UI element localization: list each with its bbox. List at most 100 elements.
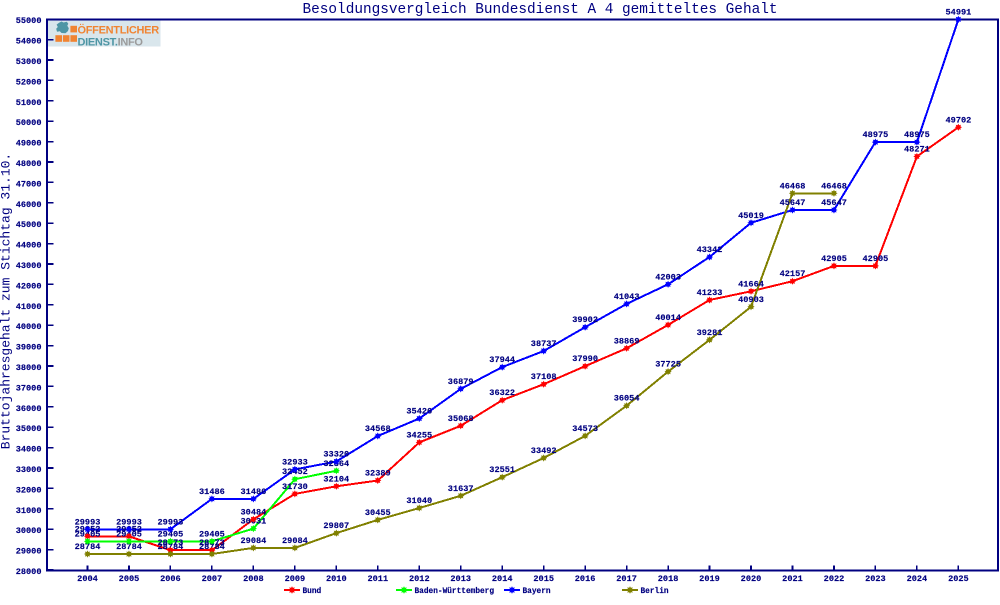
svg-text:2021: 2021 bbox=[782, 574, 803, 584]
svg-text:30484: 30484 bbox=[241, 507, 267, 517]
svg-text:Baden-Württemberg: Baden-Württemberg bbox=[415, 588, 495, 596]
svg-text:37725: 37725 bbox=[655, 360, 681, 370]
svg-text:46468: 46468 bbox=[821, 181, 847, 191]
svg-text:45000: 45000 bbox=[16, 220, 42, 230]
svg-text:36054: 36054 bbox=[614, 394, 640, 404]
svg-text:38869: 38869 bbox=[614, 336, 640, 346]
svg-text:39902: 39902 bbox=[572, 315, 598, 325]
svg-text:29084: 29084 bbox=[282, 536, 308, 546]
svg-text:31000: 31000 bbox=[16, 506, 42, 516]
svg-text:2009: 2009 bbox=[285, 574, 306, 584]
svg-text:52000: 52000 bbox=[16, 77, 42, 87]
svg-text:2008: 2008 bbox=[243, 574, 264, 584]
svg-text:2016: 2016 bbox=[575, 574, 596, 584]
svg-text:32000: 32000 bbox=[16, 485, 42, 495]
svg-text:50000: 50000 bbox=[16, 118, 42, 128]
svg-text:48271: 48271 bbox=[904, 145, 930, 155]
svg-text:45019: 45019 bbox=[738, 211, 764, 221]
svg-text:46000: 46000 bbox=[16, 200, 42, 210]
svg-text:34568: 34568 bbox=[365, 424, 391, 434]
svg-text:37944: 37944 bbox=[489, 355, 515, 365]
svg-text:29000: 29000 bbox=[16, 547, 42, 557]
svg-text:31637: 31637 bbox=[448, 484, 474, 494]
svg-text:40903: 40903 bbox=[738, 295, 764, 305]
svg-text:Bund: Bund bbox=[303, 588, 322, 596]
svg-text:42905: 42905 bbox=[863, 254, 889, 264]
svg-text:40014: 40014 bbox=[655, 313, 681, 323]
svg-text:2012: 2012 bbox=[409, 574, 430, 584]
svg-text:2014: 2014 bbox=[492, 574, 513, 584]
svg-text:2011: 2011 bbox=[367, 574, 388, 584]
svg-text:42003: 42003 bbox=[655, 272, 681, 282]
svg-text:41664: 41664 bbox=[738, 279, 764, 289]
svg-text:37000: 37000 bbox=[16, 383, 42, 393]
svg-text:34255: 34255 bbox=[406, 430, 432, 440]
svg-text:37108: 37108 bbox=[531, 372, 557, 382]
svg-text:30000: 30000 bbox=[16, 526, 42, 536]
svg-text:2018: 2018 bbox=[658, 574, 679, 584]
svg-text:36322: 36322 bbox=[489, 388, 515, 398]
svg-text:38737: 38737 bbox=[531, 339, 557, 349]
svg-text:54991: 54991 bbox=[946, 7, 972, 17]
svg-text:2025: 2025 bbox=[948, 574, 969, 584]
svg-text:35068: 35068 bbox=[448, 414, 474, 424]
svg-text:32933: 32933 bbox=[282, 457, 308, 467]
svg-text:54000: 54000 bbox=[16, 37, 42, 47]
svg-text:44000: 44000 bbox=[16, 241, 42, 251]
svg-text:Besoldungsvergleich Bundesdien: Besoldungsvergleich Bundesdienst A 4 gem… bbox=[303, 2, 778, 18]
svg-text:49702: 49702 bbox=[946, 115, 972, 125]
svg-text:39281: 39281 bbox=[697, 328, 723, 338]
svg-text:41000: 41000 bbox=[16, 302, 42, 312]
svg-text:2019: 2019 bbox=[699, 574, 720, 584]
svg-text:30455: 30455 bbox=[365, 508, 391, 518]
svg-text:33320: 33320 bbox=[323, 450, 349, 460]
svg-text:DIENST.INFO: DIENST.INFO bbox=[78, 37, 144, 49]
svg-text:29993: 29993 bbox=[158, 517, 184, 527]
svg-text:29084: 29084 bbox=[241, 536, 267, 546]
svg-text:29807: 29807 bbox=[323, 521, 349, 531]
svg-text:42157: 42157 bbox=[780, 269, 806, 279]
svg-text:42000: 42000 bbox=[16, 281, 42, 291]
svg-text:Bayern: Bayern bbox=[523, 588, 551, 596]
svg-text:46468: 46468 bbox=[780, 181, 806, 191]
svg-text:2015: 2015 bbox=[533, 574, 554, 584]
svg-text:41233: 41233 bbox=[697, 288, 723, 298]
svg-text:31486: 31486 bbox=[241, 487, 267, 497]
svg-text:2017: 2017 bbox=[616, 574, 637, 584]
svg-text:32389: 32389 bbox=[365, 469, 391, 479]
svg-text:2007: 2007 bbox=[202, 574, 223, 584]
svg-text:39000: 39000 bbox=[16, 343, 42, 353]
svg-text:2006: 2006 bbox=[160, 574, 181, 584]
svg-text:ÖFFENTLICHER: ÖFFENTLICHER bbox=[78, 23, 160, 36]
svg-text:35426: 35426 bbox=[406, 407, 432, 417]
svg-text:48975: 48975 bbox=[863, 130, 889, 140]
svg-text:48000: 48000 bbox=[16, 159, 42, 169]
svg-text:47000: 47000 bbox=[16, 179, 42, 189]
svg-text:40000: 40000 bbox=[16, 322, 42, 332]
svg-text:33492: 33492 bbox=[531, 446, 557, 456]
svg-text:53000: 53000 bbox=[16, 57, 42, 67]
svg-text:2023: 2023 bbox=[865, 574, 886, 584]
svg-text:2013: 2013 bbox=[450, 574, 471, 584]
svg-text:45647: 45647 bbox=[821, 198, 847, 208]
svg-text:33000: 33000 bbox=[16, 465, 42, 475]
svg-text:28000: 28000 bbox=[16, 567, 42, 577]
svg-text:48975: 48975 bbox=[904, 130, 930, 140]
svg-text:29405: 29405 bbox=[199, 529, 225, 539]
svg-text:31486: 31486 bbox=[199, 487, 225, 497]
svg-text:38000: 38000 bbox=[16, 363, 42, 373]
svg-text:37990: 37990 bbox=[572, 354, 598, 364]
svg-text:42905: 42905 bbox=[821, 254, 847, 264]
svg-text:2024: 2024 bbox=[907, 574, 928, 584]
svg-text:29993: 29993 bbox=[116, 517, 142, 527]
svg-text:43342: 43342 bbox=[697, 245, 723, 255]
svg-text:29993: 29993 bbox=[75, 517, 101, 527]
svg-text:31730: 31730 bbox=[282, 482, 308, 492]
svg-text:43000: 43000 bbox=[16, 261, 42, 271]
svg-text:45647: 45647 bbox=[780, 198, 806, 208]
svg-text:2020: 2020 bbox=[741, 574, 762, 584]
svg-text:2005: 2005 bbox=[119, 574, 140, 584]
svg-text:36000: 36000 bbox=[16, 404, 42, 414]
svg-text:55000: 55000 bbox=[16, 16, 42, 26]
svg-text:41043: 41043 bbox=[614, 292, 640, 302]
